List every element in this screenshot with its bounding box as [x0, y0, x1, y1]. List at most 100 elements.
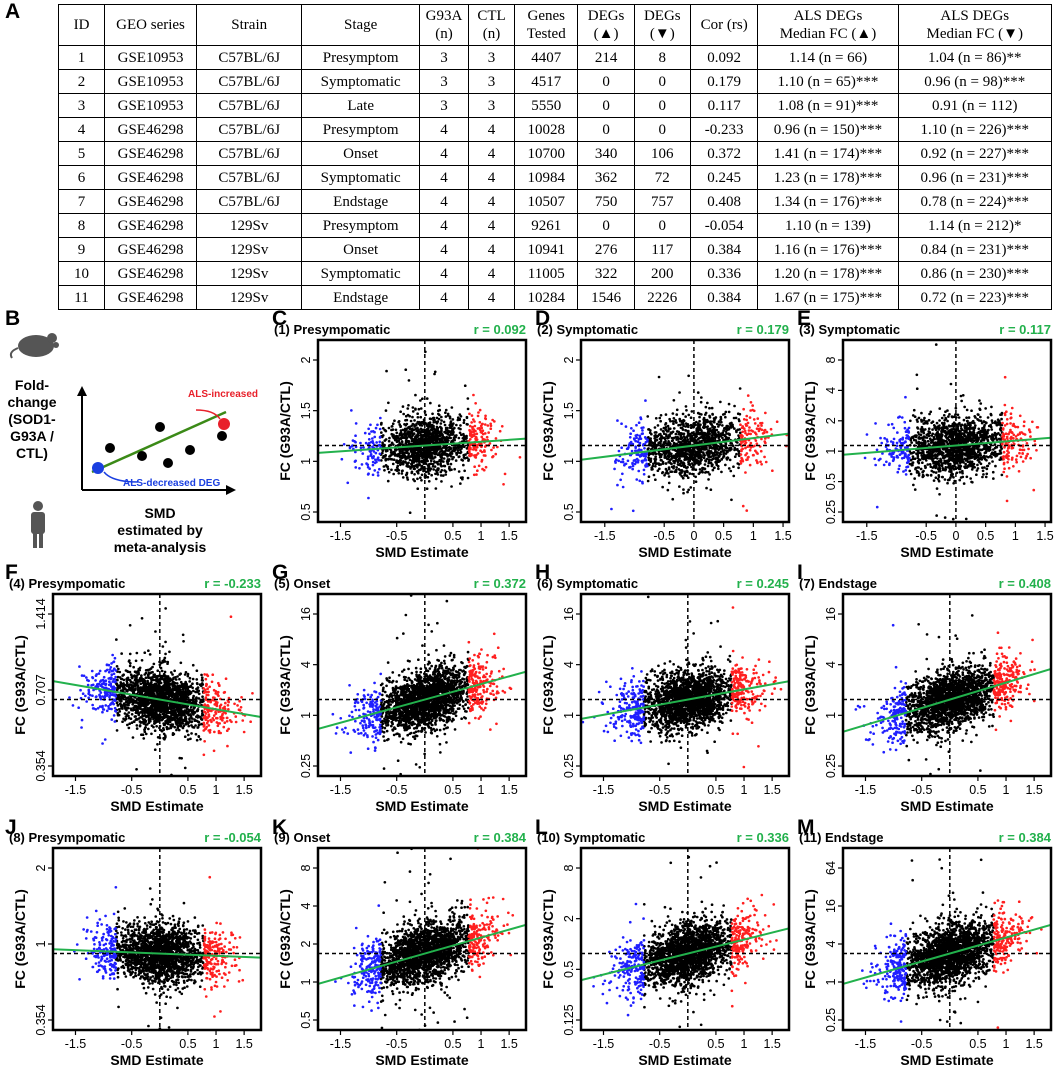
increased-points: [1001, 375, 1040, 503]
table-cell: 9261: [514, 213, 579, 238]
y-axis-label: FC (G93A/CTL): [12, 635, 28, 735]
x-tick-label: -1.5: [65, 783, 87, 797]
scatter-svg: (7) Endstage r = 0.408 -1.5 -0.5 0.5 1 1.5 0.25…: [799, 576, 1053, 814]
plot-title: (11) Endstage: [799, 830, 884, 845]
y-tick-label: 1.5: [299, 402, 313, 419]
r-value: r = -0.233: [204, 576, 261, 591]
increased-deg-point: [218, 418, 230, 430]
table-cell: 10: [57, 261, 106, 286]
table-header-8: DEGs (▼): [633, 4, 691, 46]
x-tick-label: -1.5: [330, 1037, 352, 1051]
table-row: 10 GSE46298 129Sv Symptomatic 4 4 11005 322 200 0…: [57, 261, 1052, 286]
table-row: 6 GSE46298 C57BL/6J Symptomatic 4 4 10984 362 72…: [57, 165, 1052, 190]
table-cell: GSE10953: [104, 45, 198, 70]
panel-letter-i: I: [797, 561, 803, 584]
x-tick-label: 1: [213, 1037, 220, 1051]
y-tick-label: 0.5: [562, 961, 576, 978]
plot-title: (6) Symptomatic: [537, 576, 638, 591]
table-cell: 3: [468, 69, 516, 94]
x-tick-label: -0.5: [649, 783, 671, 797]
table-cell: Symptomatic: [301, 165, 420, 190]
scatter-svg: (1) Presympomatic r = 0.092 -1.5 -0.5 0.5 1 1.…: [274, 322, 528, 560]
y-tick-label: 1: [299, 978, 313, 985]
table-cell: 0: [577, 69, 635, 94]
y-tick-label: 2: [824, 417, 838, 424]
scatter-points: [331, 594, 513, 776]
panel-letter-a: A: [5, 0, 21, 23]
table-cell: 1.10 (n = 139): [757, 213, 899, 238]
y-tick-label: 0.5: [562, 503, 576, 520]
schematic-svg: ALS-increased DEG ALS-decreased DEG Fold…: [7, 333, 283, 555]
y-axis-label: FC (G93A/CTL): [802, 889, 818, 989]
fit-line: [581, 432, 789, 461]
plot-frame: [51, 592, 263, 778]
table-cell: 1.20 (n = 178)***: [757, 261, 899, 286]
plot-title: (2) Symptomatic: [537, 322, 638, 337]
schem-xlabel-0: SMD: [144, 505, 175, 521]
table-cell: 129Sv: [196, 213, 303, 238]
fit-line: [53, 948, 261, 959]
r-value: r = 0.245: [737, 576, 789, 591]
decreased-points: [863, 395, 911, 509]
y-tick-label: 1.5: [562, 402, 576, 419]
x-tick-label: 1.5: [763, 783, 780, 797]
table-cell: 0: [633, 213, 691, 238]
table-cell: 129Sv: [196, 261, 303, 286]
table-cell: GSE46298: [104, 165, 198, 190]
y-tick-label: 0.354: [34, 750, 48, 781]
x-tick-label: 0: [690, 529, 697, 543]
table-cell: 0.408: [689, 189, 759, 214]
table-cell: 4: [418, 141, 470, 166]
x-tick-label: 1.5: [1036, 529, 1053, 543]
fit-line: [318, 670, 526, 730]
plot-frame: [579, 338, 791, 524]
scatter-svg: (5) Onset r = 0.372 -1.5 -0.5 0.5 1 1.5 0.25 1 4 1…: [274, 576, 528, 814]
x-tick-label: 0.5: [179, 783, 196, 797]
y-tick-label: 16: [824, 899, 838, 913]
table-cell: 11005: [514, 261, 579, 286]
schem-xlabel-2: meta-analysis: [114, 539, 207, 555]
y-tick-label: 2: [562, 915, 576, 922]
header-line2: Tested: [526, 26, 566, 42]
x-axis-label: SMD Estimate: [900, 798, 994, 814]
plot-title: (8) Presympomatic: [9, 830, 125, 845]
table-cell: 0.91 (n = 112): [897, 93, 1052, 118]
x-tick-label: 1.5: [235, 1037, 252, 1051]
fit-line: [581, 680, 789, 720]
table-cell: 8: [57, 213, 106, 238]
fit-line: [843, 668, 1051, 733]
r-value: r = 0.179: [737, 322, 789, 337]
table-cell: 0.96 (n = 231)***: [897, 165, 1052, 190]
neutral-points: [908, 343, 1004, 521]
plot-frame: [51, 846, 263, 1032]
y-tick-label: 4: [562, 661, 576, 668]
header-line1: ALS DEGs: [793, 8, 863, 24]
table-cell: 1.16 (n = 176)***: [757, 237, 899, 262]
scatter-plot-1: (1) Presympomatic r = 0.092 -1.5 -0.5 0.5 1 1.…: [270, 310, 540, 560]
table-cell: 1.34 (n = 176)***: [757, 189, 899, 214]
table-cell: C57BL/6J: [196, 165, 303, 190]
y-tick-label: 2: [299, 940, 313, 947]
decreased-points: [73, 886, 118, 981]
header-line1: Strain: [231, 17, 268, 33]
x-tick-label: 0.5: [707, 783, 724, 797]
table-cell: Presymptom: [301, 45, 420, 70]
schematic-panel: ALS-increased DEG ALS-decreased DEG Fold…: [0, 310, 283, 560]
x-tick-label: 1.5: [1025, 783, 1042, 797]
table-cell: GSE46298: [104, 261, 198, 286]
decreased-label: ALS-decreased DEG: [123, 478, 220, 489]
panel-letter-f: F: [5, 561, 18, 584]
plot-frame: [841, 592, 1053, 778]
table-cell: Presymptom: [301, 117, 420, 142]
plot-frame: [579, 846, 791, 1032]
table-cell: 4: [418, 261, 470, 286]
panel-letter-h: H: [535, 561, 551, 584]
table-row: 4 GSE46298 C57BL/6J Presymptom 4 4 10028 0 0 -0.2…: [57, 117, 1052, 142]
plot-frame: [316, 846, 528, 1032]
table-cell: 8: [633, 45, 691, 70]
y-tick-label: 4: [299, 661, 313, 668]
decreased-points: [331, 672, 383, 754]
table-cell: Presymptom: [301, 213, 420, 238]
decreased-points: [334, 904, 383, 1012]
schem-ylabel-0: Fold-: [15, 377, 50, 393]
